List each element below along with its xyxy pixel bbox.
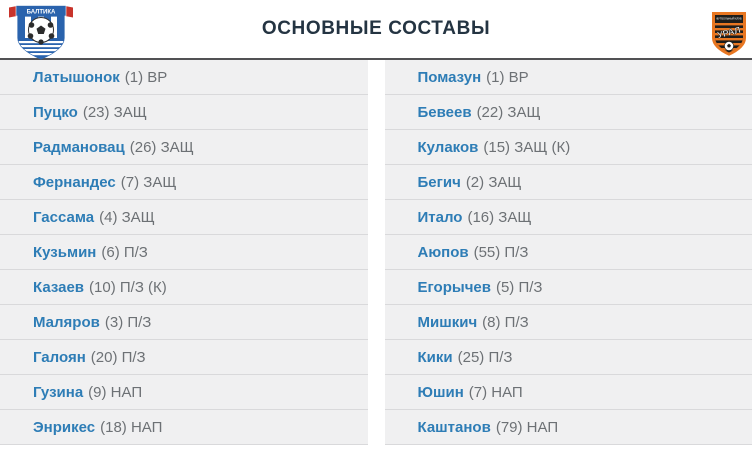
baltika-ribbon-right <box>65 6 73 18</box>
player-row: Гассама (4) ЗАЩ <box>0 200 368 235</box>
baltika-banner-text: БАЛТИКА <box>27 10 56 16</box>
player-info: (16) ЗАЩ <box>467 208 532 226</box>
player-name-link[interactable]: Каштанов <box>417 418 491 436</box>
player-info: (25) П/З <box>457 348 513 366</box>
player-row: Радмановац (26) ЗАЩ <box>0 130 368 165</box>
player-info: (20) П/З <box>90 348 146 366</box>
player-row: Маляров (3) П/З <box>0 305 368 340</box>
player-info: (79) НАП <box>495 418 559 436</box>
player-row: Бегич (2) ЗАЩ <box>384 165 752 200</box>
player-row: Кики (25) П/З <box>384 340 752 375</box>
player-info: (26) ЗАЩ <box>129 138 194 156</box>
player-info: (7) ЗАЩ <box>120 173 177 191</box>
player-info: (18) НАП <box>100 418 163 436</box>
player-info: (3) П/З <box>104 313 152 331</box>
player-name-link[interactable]: Галоян <box>33 348 86 366</box>
player-name-link[interactable]: Фернандес <box>33 173 116 191</box>
player-row: Помазун (1) ВР <box>384 60 752 95</box>
lineups-table: Латышонок (1) ВР Пуцко (23) ЗАЩ Радманов… <box>0 58 752 445</box>
player-name-link[interactable]: Маляров <box>33 313 100 331</box>
player-row: Казаев (10) П/З (К) <box>0 270 368 305</box>
player-info: (7) НАП <box>468 383 523 401</box>
player-row: Энрикес (18) НАП <box>0 410 368 445</box>
player-name-link[interactable]: Кулаков <box>417 138 479 156</box>
player-info: (2) ЗАЩ <box>465 173 522 191</box>
player-row: Галоян (20) П/З <box>0 340 368 375</box>
ural-top-text: ФУТБОЛЬНЫЙ КЛУБ <box>716 17 742 21</box>
baltika-ribbon-left <box>9 6 17 18</box>
player-name-link[interactable]: Гассама <box>33 208 95 226</box>
player-name-link[interactable]: Помазун <box>417 68 482 86</box>
player-name-link[interactable]: Бевеев <box>417 103 472 121</box>
player-name-link[interactable]: Казаев <box>33 278 85 296</box>
home-team-column: Латышонок (1) ВР Пуцко (23) ЗАЩ Радманов… <box>0 60 368 445</box>
player-name-link[interactable]: Бегич <box>417 173 461 191</box>
player-name-link[interactable]: Латышонок <box>33 68 120 86</box>
player-name-link[interactable]: Аюпов <box>417 243 469 261</box>
player-name-link[interactable]: Пуцко <box>33 103 78 121</box>
player-info: (1) ВР <box>124 68 168 86</box>
player-info: (23) ЗАЩ <box>82 103 147 121</box>
player-info: (55) П/З <box>473 243 529 261</box>
player-info: (6) П/З <box>101 243 148 261</box>
player-row: Кузьмин (6) П/З <box>0 235 368 270</box>
player-name-link[interactable]: Юшин <box>417 383 464 401</box>
player-row: Фернандес (7) ЗАЩ <box>0 165 368 200</box>
player-row: Кулаков (15) ЗАЩ (К) <box>384 130 752 165</box>
player-row: Аюпов (55) П/З <box>384 235 752 270</box>
player-row: Латышонок (1) ВР <box>0 60 368 95</box>
ural-crest-logo: ФУТБОЛЬНЫЙ КЛУБ УРАЛ <box>712 12 746 56</box>
away-team-column: Помазун (1) ВР Бевеев (22) ЗАЩ Кулаков (… <box>384 60 752 445</box>
player-row: Пуцко (23) ЗАЩ <box>0 95 368 130</box>
player-row: Бевеев (22) ЗАЩ <box>384 95 752 130</box>
player-info: (5) П/З <box>495 278 543 296</box>
player-info: (10) П/З (К) <box>89 278 167 296</box>
header: БАЛТИКА ОСНОВНЫЕ СОСТАВЫ <box>0 0 752 60</box>
player-info: (9) НАП <box>88 383 143 401</box>
player-row: Юшин (7) НАП <box>384 375 752 410</box>
player-name-link[interactable]: Кузьмин <box>33 243 97 261</box>
player-row: Егорычев (5) П/З <box>384 270 752 305</box>
player-name-link[interactable]: Мишкич <box>417 313 478 331</box>
player-row: Каштанов (79) НАП <box>384 410 752 445</box>
player-info: (22) ЗАЩ <box>476 103 541 121</box>
player-name-link[interactable]: Гузина <box>33 383 84 401</box>
player-info: (4) ЗАЩ <box>99 208 155 226</box>
player-row: Гузина (9) НАП <box>0 375 368 410</box>
baltika-crest-logo: БАЛТИКА <box>9 5 73 60</box>
player-name-link[interactable]: Радмановац <box>33 138 125 156</box>
player-row: Итало (16) ЗАЩ <box>384 200 752 235</box>
player-name-link[interactable]: Энрикес <box>33 418 96 436</box>
player-info: (8) П/З <box>482 313 529 331</box>
player-info: (15) ЗАЩ (К) <box>483 138 571 156</box>
page-title: ОСНОВНЫЕ СОСТАВЫ <box>261 18 491 39</box>
player-row: Мишкич (8) П/З <box>384 305 752 340</box>
player-name-link[interactable]: Итало <box>417 208 463 226</box>
player-info: (1) ВР <box>486 68 529 86</box>
player-name-link[interactable]: Егорычев <box>417 278 491 296</box>
player-name-link[interactable]: Кики <box>417 348 453 366</box>
